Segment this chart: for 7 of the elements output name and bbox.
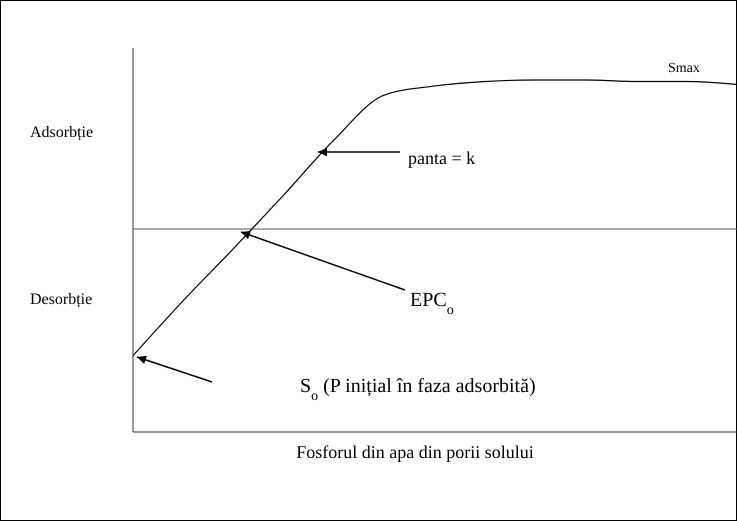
annotation: EPC$_{o}$ [410, 289, 454, 318]
text: Adsorbție [30, 124, 94, 141]
text: Smax [668, 61, 700, 76]
x-axis-title: Fosforul din apa din porii solului [296, 442, 534, 462]
annotation: panta = k [408, 148, 476, 168]
text: S$_{o}$ (P inițial în faza adsorbită) [300, 375, 536, 404]
text: Desorbție [30, 291, 92, 308]
